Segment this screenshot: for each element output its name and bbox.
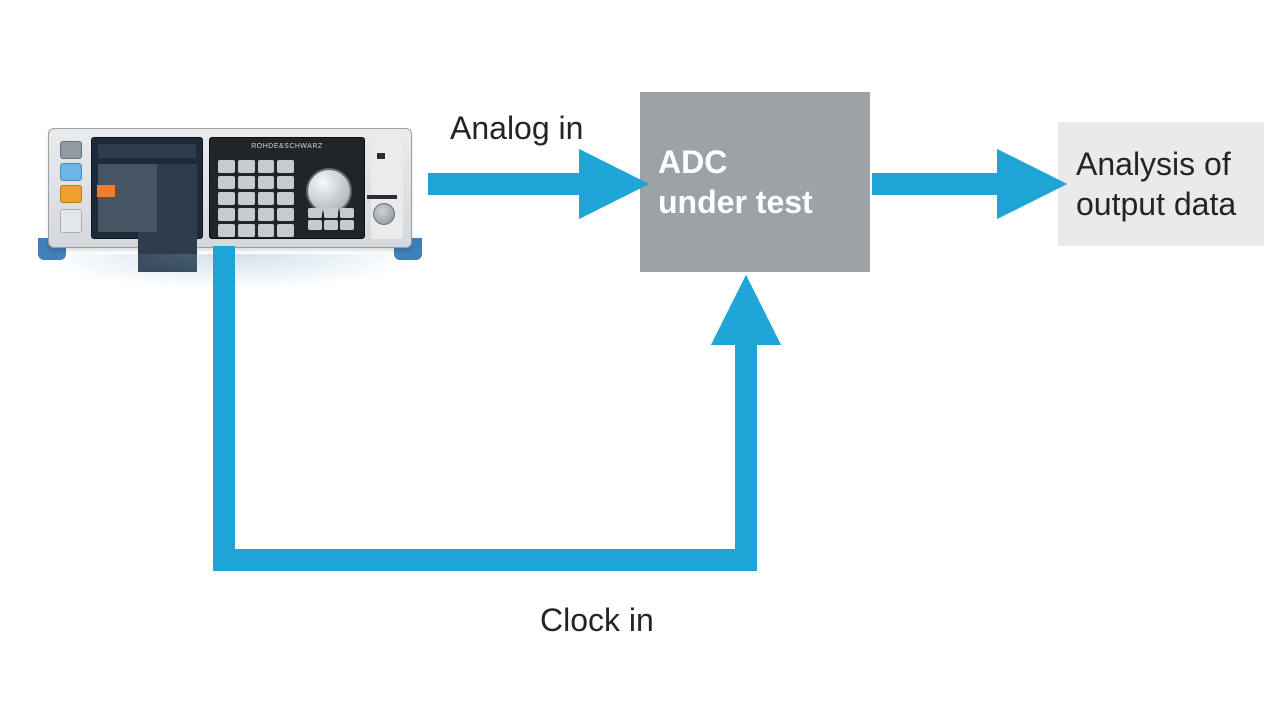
instrument-control-panel: ROHDE&SCHWARZ bbox=[209, 137, 365, 239]
instrument-output-section bbox=[371, 137, 403, 239]
instrument-button-column bbox=[57, 137, 85, 239]
adc-box-line2: under test bbox=[658, 182, 852, 222]
instrument-indicator-icon bbox=[377, 153, 385, 159]
signal-generator: ROHDE&SCHWARZ bbox=[34, 128, 426, 258]
analysis-box-line2: output data bbox=[1076, 184, 1246, 224]
analog-in-label: Analog in bbox=[450, 110, 583, 147]
analysis-output-box: Analysis of output data bbox=[1058, 122, 1264, 246]
instrument-button-icon bbox=[60, 163, 82, 181]
instrument-screen-highlight-icon bbox=[97, 185, 115, 197]
instrument-reflection-icon bbox=[34, 254, 426, 290]
analysis-box-line1: Analysis of bbox=[1076, 144, 1246, 184]
arrow-clock-in-icon bbox=[224, 246, 746, 560]
adc-box-line1: ADC bbox=[658, 142, 852, 182]
instrument-button-icon bbox=[60, 141, 82, 159]
instrument-button-icon bbox=[60, 209, 82, 233]
instrument-keypad-icon bbox=[218, 160, 294, 237]
instrument-brand-label: ROHDE&SCHWARZ bbox=[210, 143, 364, 150]
clock-in-label: Clock in bbox=[540, 602, 654, 639]
adc-under-test-box: ADC under test bbox=[640, 92, 870, 272]
adc-test-diagram: ROHDE&SCHWARZ bbox=[0, 0, 1280, 720]
instrument-rf-connector-icon bbox=[373, 203, 395, 225]
instrument-button-icon bbox=[60, 185, 82, 203]
instrument-body: ROHDE&SCHWARZ bbox=[48, 128, 412, 248]
instrument-divider-icon bbox=[367, 195, 397, 199]
instrument-arrowkeys-icon bbox=[308, 208, 354, 230]
